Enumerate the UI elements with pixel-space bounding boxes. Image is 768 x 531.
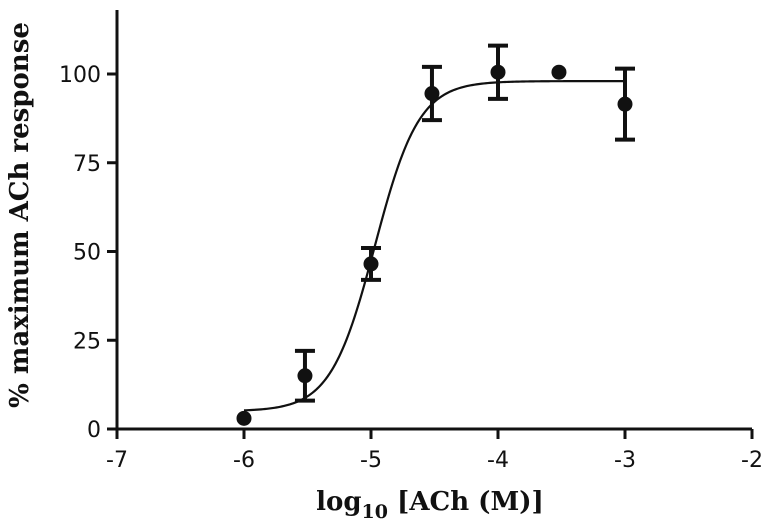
x-ticks: -7 -6 -5 -4 -3 -2 [106,429,763,473]
data-point [236,410,252,426]
x-axis-label: log10 [ACh (M)] [316,487,544,523]
x-tick-label: -4 [487,448,509,473]
x-tick-label: -2 [741,448,763,473]
x-tick-label: -5 [360,448,382,473]
data-points [236,43,635,426]
data-point [363,256,379,272]
y-tick-label: 100 [59,63,101,88]
x-tick-label: -3 [614,448,636,473]
y-tick-label: 50 [73,241,101,266]
data-point [424,86,440,102]
x-axis-label-subscript: 10 [362,501,388,523]
fit-curve [243,80,625,412]
data-point [490,64,506,80]
x-tick-label: -6 [233,448,255,473]
y-tick-label: 25 [73,329,101,354]
data-point [297,368,313,384]
x-tick-label: -7 [106,448,128,473]
y-tick-label: 75 [73,152,101,177]
x-axis-label-rest: [ACh (M)] [388,487,544,517]
data-point [617,96,633,112]
data-point [551,64,567,80]
y-ticks: 0 25 50 75 100 [59,63,117,443]
y-axis-label: % maximum ACh response [5,22,35,408]
axes [115,10,752,431]
x-axis-label-main: log [316,487,361,517]
y-tick-label: 0 [87,418,101,443]
